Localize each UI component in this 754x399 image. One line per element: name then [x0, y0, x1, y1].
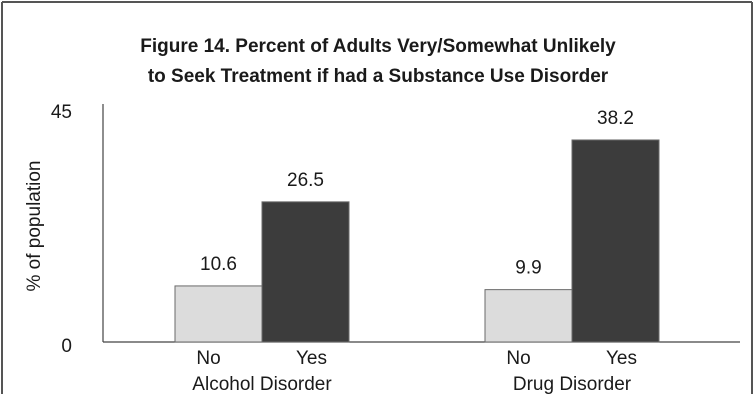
category-label-alcohol-disorder-yes: Yes	[296, 348, 327, 369]
bar-drug-disorder-no	[484, 289, 573, 343]
chart-title-line-2: to Seek Treatment if had a Substance Use…	[148, 66, 609, 87]
value-label-alcohol-disorder-yes: 26.5	[287, 170, 324, 191]
y-tick-label-min: 0	[61, 336, 72, 357]
category-label-alcohol-disorder-no: No	[196, 348, 220, 369]
y-axis-label: % of population	[24, 161, 45, 292]
chart-title-line-1: Figure 14. Percent of Adults Very/Somewh…	[140, 36, 616, 57]
group-label-alcohol-disorder: Alcohol Disorder	[192, 374, 332, 394]
bar-alcohol-disorder-yes	[261, 201, 350, 343]
category-label-drug-disorder-no: No	[506, 348, 530, 369]
value-label-drug-disorder-yes: 38.2	[597, 108, 634, 129]
category-label-drug-disorder-yes: Yes	[606, 348, 637, 369]
value-label-drug-disorder-no: 9.9	[515, 258, 541, 279]
bar-drug-disorder-yes	[571, 139, 660, 343]
bar-alcohol-disorder-no	[174, 285, 263, 343]
chart-marks: 10.6 No 26.5 Yes Alcohol Disorder 9.9 No 38.2 Ye…	[174, 108, 660, 395]
value-label-alcohol-disorder-no: 10.6	[200, 254, 237, 275]
y-tick-label-max: 45	[51, 102, 72, 123]
group-label-drug-disorder: Drug Disorder	[513, 374, 632, 394]
